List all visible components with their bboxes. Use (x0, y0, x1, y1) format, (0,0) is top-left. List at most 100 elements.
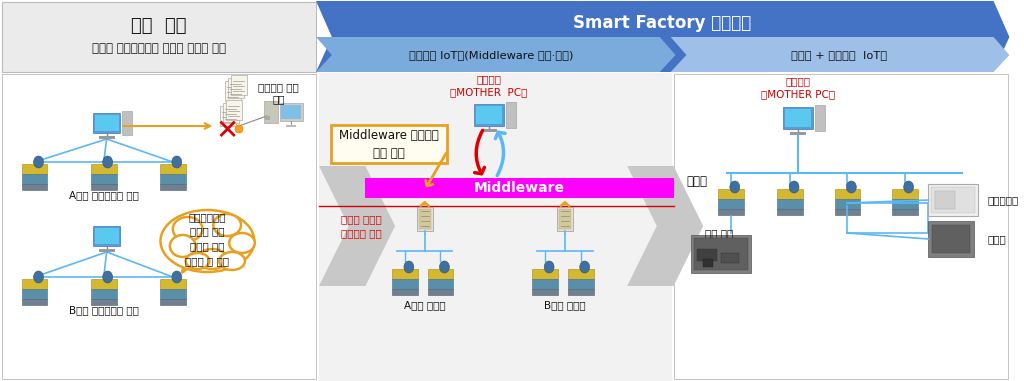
FancyBboxPatch shape (791, 132, 806, 135)
FancyBboxPatch shape (226, 100, 242, 120)
FancyBboxPatch shape (777, 199, 803, 209)
Text: 성형기: 성형기 (687, 174, 708, 187)
FancyBboxPatch shape (91, 174, 117, 184)
Ellipse shape (198, 249, 227, 269)
Polygon shape (671, 37, 1010, 72)
FancyBboxPatch shape (95, 228, 119, 244)
FancyBboxPatch shape (123, 111, 132, 135)
FancyBboxPatch shape (481, 129, 497, 132)
FancyBboxPatch shape (228, 78, 244, 98)
Text: 성형기 제조업체마다 데이터 형식이 다름: 성형기 제조업체마다 데이터 형식이 다름 (92, 42, 226, 54)
Ellipse shape (730, 181, 739, 193)
FancyBboxPatch shape (835, 199, 860, 209)
FancyBboxPatch shape (532, 269, 558, 279)
FancyBboxPatch shape (718, 189, 743, 199)
FancyBboxPatch shape (160, 299, 185, 305)
FancyBboxPatch shape (91, 184, 117, 190)
FancyBboxPatch shape (91, 289, 117, 299)
Ellipse shape (544, 261, 554, 273)
Text: A사의 성형기: A사의 성형기 (403, 300, 445, 310)
Ellipse shape (102, 271, 113, 283)
Polygon shape (316, 1, 1010, 72)
FancyBboxPatch shape (932, 187, 975, 213)
FancyBboxPatch shape (93, 113, 121, 133)
FancyBboxPatch shape (559, 209, 570, 229)
Ellipse shape (172, 271, 181, 283)
Ellipse shape (213, 214, 241, 236)
FancyBboxPatch shape (160, 164, 185, 174)
FancyBboxPatch shape (721, 253, 738, 263)
Text: A사의 성형기에서 발신: A사의 성형기에서 발신 (69, 190, 138, 200)
FancyBboxPatch shape (815, 105, 824, 131)
Ellipse shape (185, 253, 209, 269)
FancyBboxPatch shape (160, 279, 185, 289)
FancyBboxPatch shape (392, 269, 418, 279)
FancyBboxPatch shape (282, 105, 301, 119)
Polygon shape (316, 37, 676, 72)
FancyBboxPatch shape (694, 238, 748, 270)
FancyBboxPatch shape (697, 249, 717, 261)
FancyBboxPatch shape (2, 2, 316, 72)
FancyBboxPatch shape (557, 207, 572, 231)
FancyBboxPatch shape (22, 184, 47, 190)
Ellipse shape (847, 181, 856, 193)
FancyBboxPatch shape (22, 164, 47, 174)
Text: 건조기: 건조기 (987, 234, 1007, 244)
Ellipse shape (790, 181, 799, 193)
Ellipse shape (403, 261, 414, 273)
FancyBboxPatch shape (691, 235, 751, 273)
FancyBboxPatch shape (392, 289, 418, 295)
Ellipse shape (439, 261, 450, 273)
Text: 성형기의 IoT화(Middleware 개발·도입): 성형기의 IoT화(Middleware 개발·도입) (409, 50, 573, 60)
Text: 성형기 + 주변기의  IoT화: 성형기 + 주변기의 IoT화 (792, 50, 888, 60)
FancyBboxPatch shape (98, 136, 115, 139)
FancyBboxPatch shape (568, 269, 594, 279)
FancyBboxPatch shape (703, 259, 713, 267)
FancyBboxPatch shape (932, 225, 970, 253)
FancyBboxPatch shape (718, 209, 743, 215)
FancyBboxPatch shape (22, 279, 47, 289)
FancyBboxPatch shape (892, 189, 918, 199)
Ellipse shape (34, 271, 43, 283)
FancyBboxPatch shape (225, 81, 241, 101)
FancyBboxPatch shape (95, 115, 119, 131)
Ellipse shape (219, 252, 245, 270)
FancyBboxPatch shape (532, 289, 558, 295)
Text: B사의 성형기: B사의 성형기 (544, 300, 586, 310)
Ellipse shape (172, 156, 181, 168)
FancyBboxPatch shape (0, 73, 1012, 381)
FancyBboxPatch shape (287, 125, 296, 127)
Text: B사의 성형기에서 발신: B사의 성형기에서 발신 (69, 305, 138, 315)
Ellipse shape (229, 233, 255, 253)
Ellipse shape (170, 235, 196, 257)
FancyBboxPatch shape (718, 199, 743, 209)
FancyBboxPatch shape (476, 106, 502, 124)
Text: 작업 로봇: 작업 로봇 (705, 228, 733, 238)
FancyBboxPatch shape (264, 101, 278, 123)
FancyBboxPatch shape (220, 106, 237, 126)
Ellipse shape (904, 181, 913, 193)
FancyBboxPatch shape (532, 279, 558, 289)
FancyBboxPatch shape (428, 269, 454, 279)
FancyBboxPatch shape (91, 279, 117, 289)
Polygon shape (181, 259, 198, 273)
FancyBboxPatch shape (98, 249, 115, 252)
FancyBboxPatch shape (892, 209, 918, 215)
Text: 현재  상태: 현재 상태 (131, 17, 186, 35)
FancyBboxPatch shape (366, 178, 674, 198)
FancyBboxPatch shape (935, 191, 955, 209)
FancyBboxPatch shape (568, 289, 594, 295)
FancyBboxPatch shape (264, 116, 269, 120)
FancyBboxPatch shape (93, 226, 121, 246)
FancyBboxPatch shape (777, 189, 803, 199)
Ellipse shape (34, 156, 43, 168)
FancyBboxPatch shape (419, 209, 431, 229)
Polygon shape (319, 166, 395, 286)
FancyBboxPatch shape (428, 279, 454, 289)
FancyBboxPatch shape (783, 107, 813, 129)
Text: Middleware 도입으로
통합 관리: Middleware 도입으로 통합 관리 (339, 128, 439, 160)
FancyBboxPatch shape (160, 174, 185, 184)
Text: 제조업체마다
포맷이 달라
정보를 통합
관리할 수 없다: 제조업체마다 포맷이 달라 정보를 통합 관리할 수 없다 (185, 212, 229, 266)
FancyBboxPatch shape (428, 289, 454, 295)
FancyBboxPatch shape (22, 299, 47, 305)
